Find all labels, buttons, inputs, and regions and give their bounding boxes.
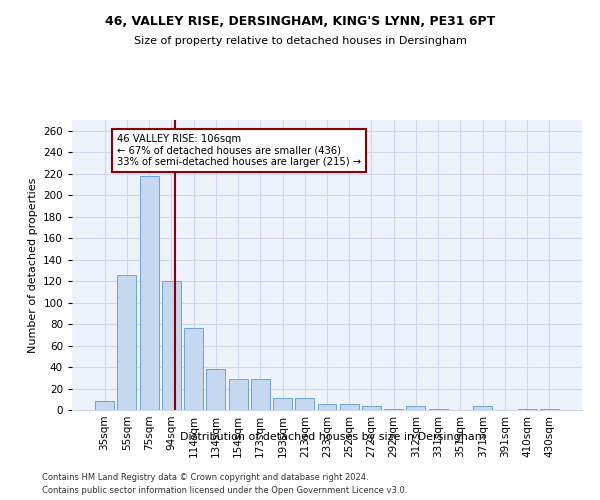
Bar	[140, 176, 158, 410]
Bar	[184, 328, 203, 410]
Text: Contains public sector information licensed under the Open Government Licence v3: Contains public sector information licen…	[42, 486, 407, 495]
Bar	[273, 398, 292, 410]
Bar	[518, 409, 536, 410]
Text: Contains HM Land Registry data © Crown copyright and database right 2024.: Contains HM Land Registry data © Crown c…	[42, 472, 368, 482]
Bar	[473, 406, 492, 410]
Bar	[229, 379, 248, 410]
Text: Size of property relative to detached houses in Dersingham: Size of property relative to detached ho…	[134, 36, 466, 46]
Bar	[118, 274, 136, 410]
Text: 46 VALLEY RISE: 106sqm
← 67% of detached houses are smaller (436)
33% of semi-de: 46 VALLEY RISE: 106sqm ← 67% of detached…	[117, 134, 361, 167]
Bar	[206, 369, 225, 410]
Text: 46, VALLEY RISE, DERSINGHAM, KING'S LYNN, PE31 6PT: 46, VALLEY RISE, DERSINGHAM, KING'S LYNN…	[105, 15, 495, 28]
Bar	[406, 406, 425, 410]
Bar	[95, 402, 114, 410]
Bar	[384, 409, 403, 410]
Bar	[295, 398, 314, 410]
Text: Distribution of detached houses by size in Dersingham: Distribution of detached houses by size …	[180, 432, 486, 442]
Bar	[251, 379, 270, 410]
Y-axis label: Number of detached properties: Number of detached properties	[28, 178, 38, 352]
Bar	[162, 281, 181, 410]
Bar	[429, 409, 448, 410]
Bar	[362, 406, 381, 410]
Bar	[540, 409, 559, 410]
Bar	[317, 404, 337, 410]
Bar	[340, 404, 359, 410]
